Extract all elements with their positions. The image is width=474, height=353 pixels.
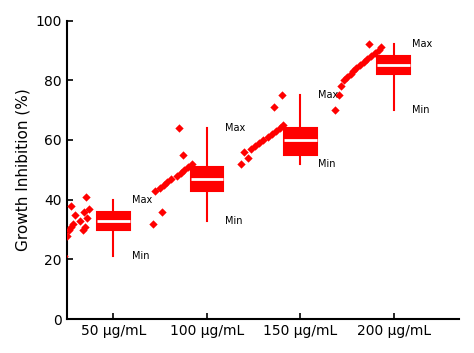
Point xyxy=(343,74,351,80)
PathPatch shape xyxy=(377,56,410,74)
Point xyxy=(83,215,91,220)
PathPatch shape xyxy=(97,212,130,229)
Point xyxy=(63,233,71,238)
Text: Max: Max xyxy=(132,195,152,205)
Point xyxy=(347,71,355,77)
Point xyxy=(365,42,373,47)
Point xyxy=(158,209,166,215)
Point xyxy=(60,253,68,259)
Point xyxy=(151,188,158,193)
Point xyxy=(340,77,348,83)
Point xyxy=(280,122,287,128)
Point xyxy=(85,206,93,211)
Point xyxy=(371,50,379,56)
Point xyxy=(375,48,383,53)
Point xyxy=(188,161,196,167)
Point xyxy=(331,107,338,113)
Point xyxy=(276,125,283,131)
Point xyxy=(80,209,87,215)
Point xyxy=(247,146,255,152)
Point xyxy=(160,182,168,187)
Text: Min: Min xyxy=(225,216,243,226)
Point xyxy=(184,164,192,170)
Point xyxy=(81,224,88,229)
Point xyxy=(168,176,175,181)
Point xyxy=(337,83,345,89)
Point xyxy=(177,170,184,176)
Point xyxy=(272,128,280,134)
Point xyxy=(175,125,182,131)
Point xyxy=(72,212,79,217)
Text: Min: Min xyxy=(132,251,149,262)
Point xyxy=(268,131,276,137)
Point xyxy=(353,65,360,71)
Point xyxy=(76,218,83,223)
Point xyxy=(179,152,186,158)
Point xyxy=(252,143,259,149)
Y-axis label: Growth Inhibition (%): Growth Inhibition (%) xyxy=(15,89,30,251)
Point xyxy=(270,104,278,110)
Text: Min: Min xyxy=(412,105,429,115)
Point xyxy=(65,227,73,232)
Point xyxy=(156,185,164,191)
Point xyxy=(181,167,188,173)
Text: Max: Max xyxy=(319,90,339,100)
Point xyxy=(173,173,181,179)
Point xyxy=(264,134,272,140)
Point xyxy=(378,44,385,50)
Point xyxy=(364,56,371,62)
Point xyxy=(278,92,285,98)
Point xyxy=(149,221,156,226)
Point xyxy=(255,140,263,146)
Point xyxy=(350,68,357,74)
Point xyxy=(367,54,375,59)
Point xyxy=(79,227,86,232)
Point xyxy=(82,194,90,199)
PathPatch shape xyxy=(284,128,317,155)
Point xyxy=(237,161,245,167)
Point xyxy=(68,203,75,209)
Text: Max: Max xyxy=(225,123,246,133)
Point xyxy=(244,155,252,161)
Point xyxy=(259,137,267,143)
Text: Min: Min xyxy=(319,159,336,169)
Point xyxy=(336,92,343,98)
Point xyxy=(360,60,367,65)
Point xyxy=(356,62,364,68)
Point xyxy=(240,149,248,155)
PathPatch shape xyxy=(191,167,223,191)
Text: Max: Max xyxy=(412,40,432,49)
Point xyxy=(163,179,171,185)
Point xyxy=(57,230,65,235)
Point xyxy=(67,224,74,229)
Point xyxy=(70,221,77,226)
